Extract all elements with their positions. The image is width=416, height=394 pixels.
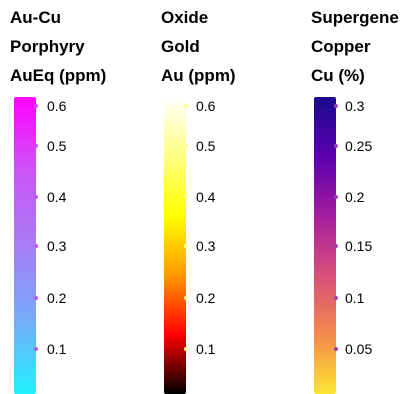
tick-marker	[334, 347, 338, 351]
tick-marker	[34, 244, 38, 248]
tick-marker	[334, 104, 338, 108]
tick-marker	[334, 244, 338, 248]
tick-marker	[334, 195, 338, 199]
tick-label: 0.6	[196, 98, 216, 114]
tick-label: 0.3	[196, 238, 216, 254]
legend-title-line: Copper	[311, 37, 371, 56]
tick-label: 0.2	[345, 189, 365, 205]
legend-au-cu-porphyry: Au-Cu Porphyry AuEq (ppm) 0.6 0.5 0.4 0.…	[10, 0, 140, 394]
tick-marker	[34, 296, 38, 300]
legend-title-line: Cu (%)	[311, 66, 365, 85]
tick-label: 0.1	[345, 290, 365, 306]
tick-label: 0.1	[196, 341, 216, 357]
tick-label: 0.1	[47, 341, 67, 357]
legend-title-line: Porphyry	[10, 37, 85, 56]
tick-marker	[334, 144, 338, 148]
legend-title-line: Supergene	[311, 8, 399, 27]
tick-label: 0.5	[196, 138, 216, 154]
tick-marker	[34, 347, 38, 351]
tick-label: 0.05	[345, 341, 373, 357]
tick-label: 0.25	[345, 138, 373, 154]
tick-label: 0.3	[47, 238, 67, 254]
tick-marker	[34, 195, 38, 199]
color-ramp-bar	[164, 97, 186, 394]
tick-label: 0.3	[345, 98, 365, 114]
legend-title-line: Au-Cu	[10, 8, 61, 27]
tick-label: 0.5	[47, 138, 67, 154]
legend-title: Oxide Gold Au (ppm)	[161, 3, 291, 90]
tick-marker	[34, 144, 38, 148]
legend-oxide-gold: Oxide Gold Au (ppm) 0.6 0.5 0.4 0.3 0.2 …	[161, 0, 291, 394]
tick-label: 0.4	[47, 189, 67, 205]
tick-label: 0.2	[47, 290, 67, 306]
legend-title: Au-Cu Porphyry AuEq (ppm)	[10, 3, 140, 90]
color-ramp-bar	[14, 97, 36, 394]
tick-marker	[184, 195, 188, 199]
tick-marker	[34, 104, 38, 108]
tick-marker	[184, 104, 188, 108]
legend-title: Supergene Copper Cu (%)	[311, 3, 416, 90]
tick-label: 0.6	[47, 98, 67, 114]
tick-marker	[184, 244, 188, 248]
color-ramp-bar	[314, 97, 336, 394]
tick-marker	[184, 296, 188, 300]
legend-title-line: Oxide	[161, 8, 209, 27]
legend-title-line: AuEq (ppm)	[10, 66, 107, 85]
tick-label: 0.2	[196, 290, 216, 306]
legend-title-line: Au (ppm)	[161, 66, 236, 85]
tick-marker	[334, 296, 338, 300]
tick-marker	[184, 144, 188, 148]
legend-supergene-copper: Supergene Copper Cu (%) 0.3 0.25 0.2 0.1…	[311, 0, 416, 394]
tick-label: 0.15	[345, 238, 373, 254]
legend-title-line: Gold	[161, 37, 200, 56]
tick-label: 0.4	[196, 189, 216, 205]
tick-marker	[184, 347, 188, 351]
